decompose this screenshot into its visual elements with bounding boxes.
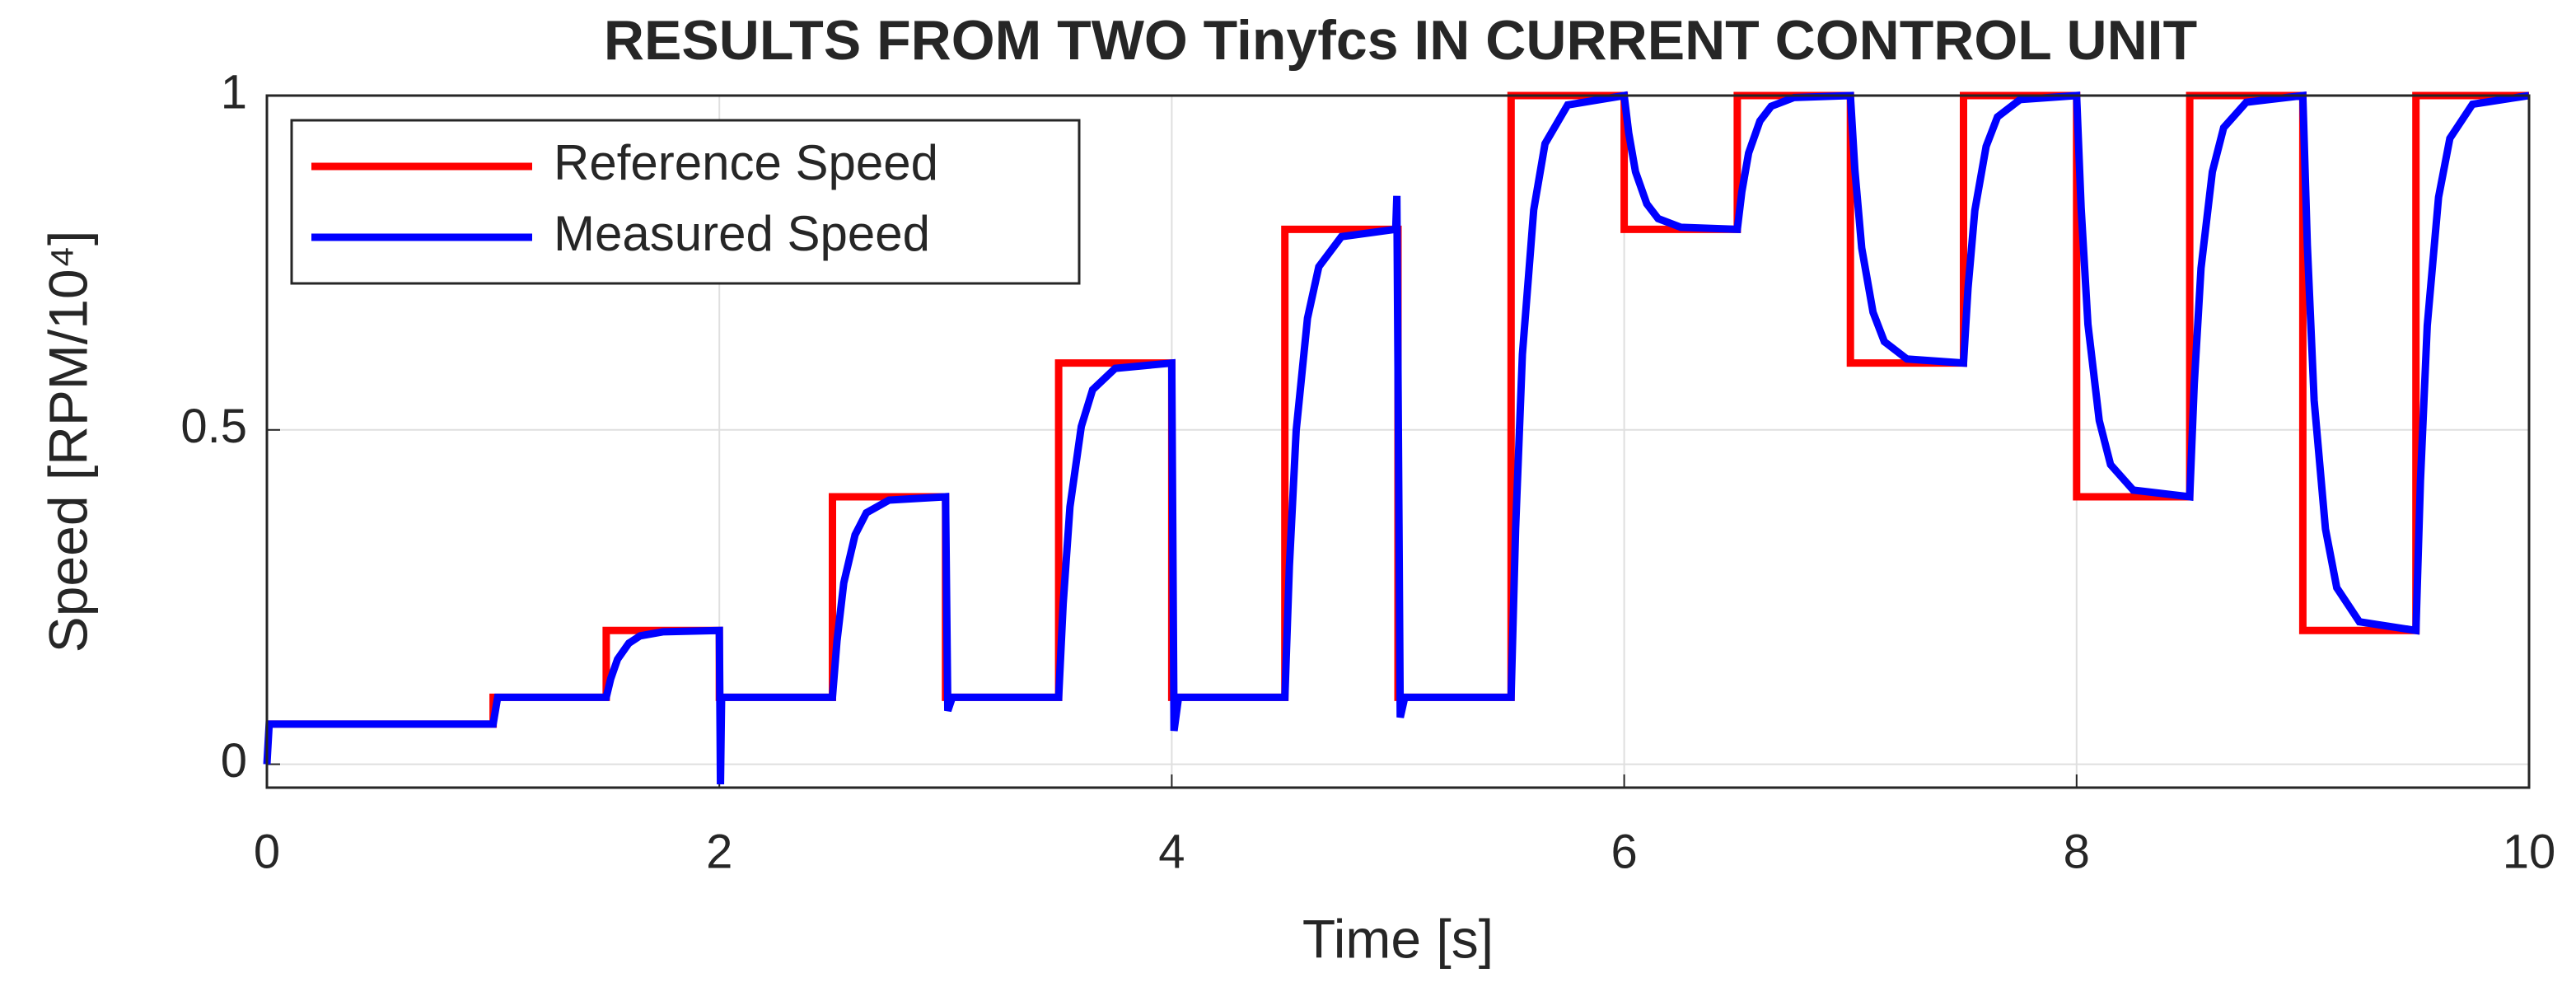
axes-box — [265, 94, 2531, 789]
x-tick-label: 2 — [706, 825, 732, 878]
y-tick-label: 0.5 — [180, 400, 247, 453]
chart-title: RESULTS FROM TWO Tinyfcs IN CURRENT CONT… — [604, 9, 2197, 72]
data-line — [263, 91, 2530, 785]
y-axis-label: Speed [RPM/10⁴] — [37, 231, 98, 653]
x-tick-label: 8 — [2064, 825, 2090, 878]
legend-label: Reference Speed — [554, 135, 938, 190]
x-tick-label: 10 — [2503, 825, 2556, 878]
x-tick-label: 6 — [1611, 825, 1637, 878]
y-tick-label: 1 — [221, 65, 247, 119]
x-tick-label: 0 — [254, 825, 280, 878]
x-axis-label: Time [s] — [1302, 908, 1494, 969]
legend-box — [290, 119, 1081, 285]
x-tick-label: 4 — [1158, 825, 1185, 878]
legend-label: Measured Speed — [554, 206, 930, 261]
y-tick-label: 0 — [221, 734, 247, 788]
